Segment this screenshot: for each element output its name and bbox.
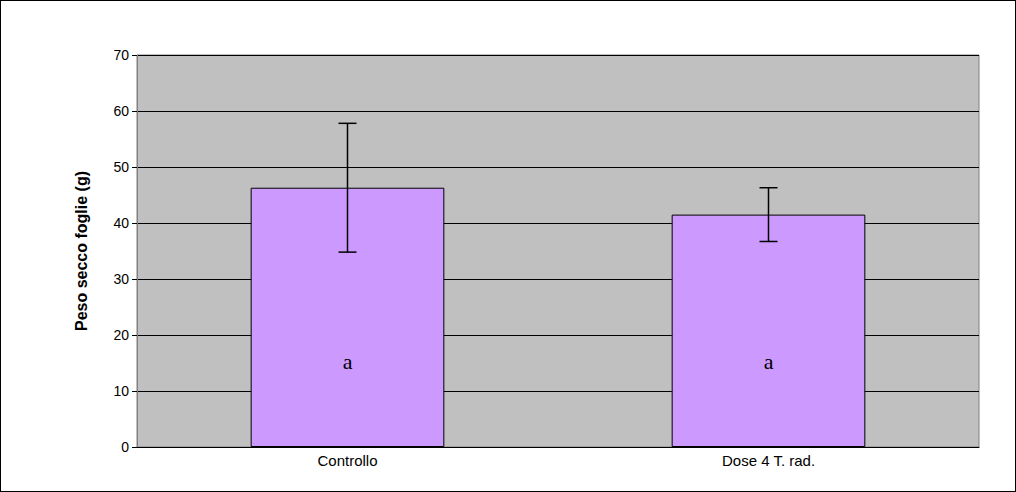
svg-text:10: 10 [113, 383, 129, 399]
svg-text:Controllo: Controllo [317, 452, 377, 469]
svg-text:20: 20 [113, 327, 129, 343]
svg-text:0: 0 [121, 439, 129, 455]
svg-text:60: 60 [113, 103, 129, 119]
svg-text:a: a [764, 349, 774, 374]
svg-text:40: 40 [113, 215, 129, 231]
svg-text:50: 50 [113, 159, 129, 175]
svg-text:a: a [343, 349, 353, 374]
svg-text:Dose 4 T. rad.: Dose 4 T. rad. [722, 452, 815, 469]
svg-text:30: 30 [113, 271, 129, 287]
svg-text:Peso secco foglie (g): Peso secco foglie (g) [73, 171, 90, 331]
svg-text:70: 70 [113, 47, 129, 63]
